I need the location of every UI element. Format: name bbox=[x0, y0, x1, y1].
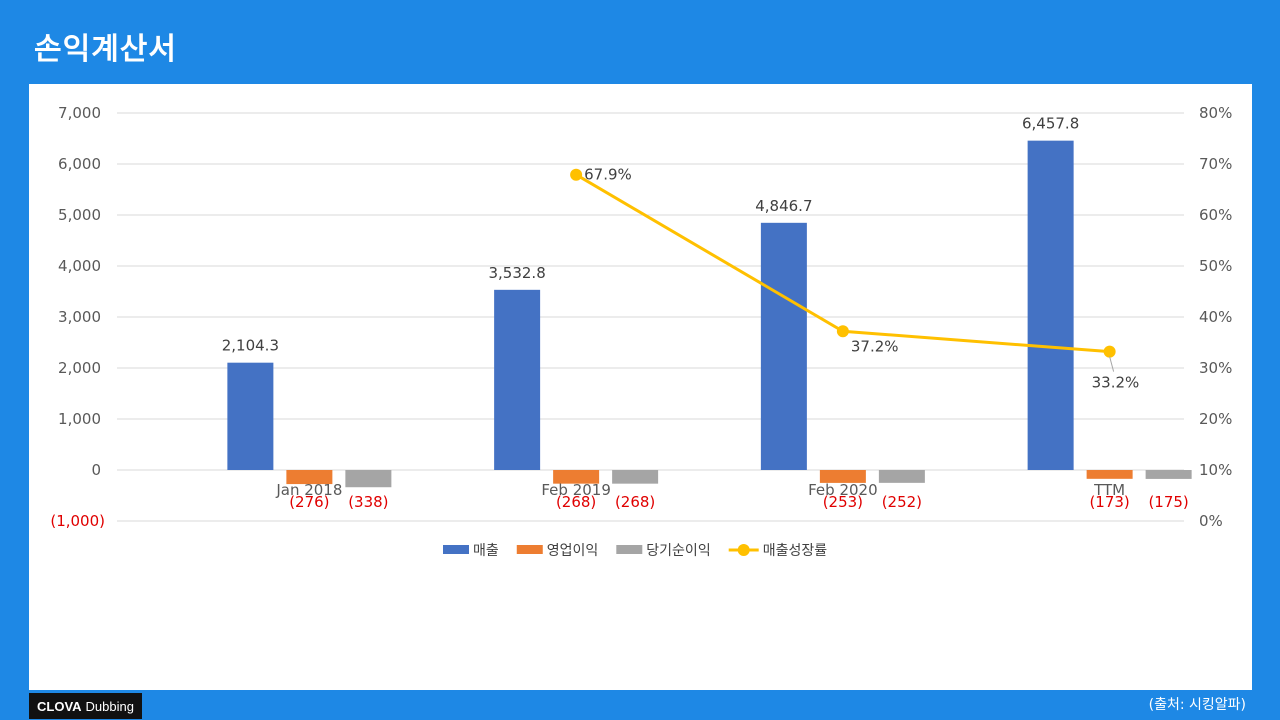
data-label: (268) bbox=[615, 493, 655, 511]
y-right-tick-label: 40% bbox=[1199, 308, 1232, 326]
growth-marker bbox=[570, 168, 583, 181]
chart-panel: (1,000) 0 1,000 2,000 3,000 4,000 5,000 6,000 7,… bbox=[29, 84, 1252, 690]
growth-label: 37.2% bbox=[851, 337, 899, 355]
income-statement-chart: (1,000) 0 1,000 2,000 3,000 4,000 5,000 6,000 7,… bbox=[50, 104, 1232, 559]
bar bbox=[1145, 470, 1192, 479]
data-label: (175) bbox=[1148, 493, 1188, 511]
data-label: (276) bbox=[289, 493, 329, 511]
legend-swatch bbox=[516, 545, 543, 554]
y-right-tick-label: 0% bbox=[1199, 512, 1223, 530]
bar bbox=[345, 470, 392, 488]
logo-bold-text: CLOVA bbox=[37, 698, 82, 714]
y-left-tick-label: 4,000 bbox=[58, 257, 101, 275]
legend-swatch-marker bbox=[737, 544, 750, 556]
bar bbox=[553, 470, 600, 484]
growth-marker bbox=[1103, 345, 1116, 358]
bar bbox=[612, 470, 659, 484]
data-label: (338) bbox=[348, 493, 388, 511]
page-title: 손익계산서 bbox=[34, 32, 177, 67]
legend-swatch bbox=[616, 545, 643, 554]
legend-label: 매출성장률 bbox=[763, 543, 828, 559]
logo-text: Dubbing bbox=[85, 698, 134, 714]
y-right-tick-label: 50% bbox=[1199, 257, 1232, 275]
y-left-tick-label: 5,000 bbox=[58, 206, 101, 224]
y-right-tick-label: 30% bbox=[1199, 359, 1232, 377]
y-right-tick-label: 80% bbox=[1199, 104, 1232, 122]
data-label: 4,846.7 bbox=[755, 197, 812, 215]
y-right-tick-label: 60% bbox=[1199, 206, 1232, 224]
legend-label: 영업이익 bbox=[547, 543, 599, 559]
legend-label: 매출 bbox=[473, 543, 499, 559]
y-left-tick-label: (1,000) bbox=[50, 512, 105, 530]
bar bbox=[819, 470, 866, 483]
growth-label: 33.2% bbox=[1092, 374, 1140, 392]
x-tick-label: Feb 2019 bbox=[541, 481, 611, 499]
bar bbox=[286, 470, 333, 485]
growth-marker bbox=[836, 325, 849, 338]
data-label: (253) bbox=[823, 493, 863, 511]
y-left-tick-label: 1,000 bbox=[58, 410, 101, 428]
y-right-tick-label: 10% bbox=[1199, 461, 1232, 479]
bar bbox=[227, 362, 274, 470]
x-tick-label: Feb 2020 bbox=[808, 481, 878, 499]
legend-swatch bbox=[443, 545, 469, 554]
data-label: 6,457.8 bbox=[1022, 115, 1079, 133]
x-tick-label: Jan 2018 bbox=[275, 481, 342, 499]
y-left-tick-label: 6,000 bbox=[58, 155, 101, 173]
data-label: 2,104.3 bbox=[222, 337, 279, 355]
data-label: (173) bbox=[1089, 493, 1129, 511]
growth-label: 67.9% bbox=[584, 166, 632, 184]
y-right-tick-label: 70% bbox=[1199, 155, 1232, 173]
y-left-tick-label: 0 bbox=[91, 461, 101, 479]
y-left-tick-label: 3,000 bbox=[58, 308, 101, 326]
bar bbox=[494, 289, 541, 470]
legend-label: 당기순이익 bbox=[646, 543, 710, 559]
x-tick-label: TTM bbox=[1093, 481, 1125, 499]
source-text: (출처: 시킹알파) bbox=[1148, 697, 1246, 713]
y-right-tick-label: 20% bbox=[1199, 410, 1232, 428]
data-label: (252) bbox=[882, 493, 922, 511]
bar bbox=[1086, 470, 1133, 479]
y-left-tick-label: 2,000 bbox=[58, 359, 101, 377]
data-label: (268) bbox=[556, 493, 596, 511]
clova-dubbing-logo: CLOVA Dubbing bbox=[29, 693, 142, 719]
y-left-tick-label: 7,000 bbox=[58, 104, 101, 122]
leader-line bbox=[1109, 356, 1115, 372]
data-label: 3,532.8 bbox=[488, 264, 545, 282]
bar bbox=[878, 470, 925, 483]
bar bbox=[760, 222, 807, 470]
bar bbox=[1027, 140, 1074, 470]
